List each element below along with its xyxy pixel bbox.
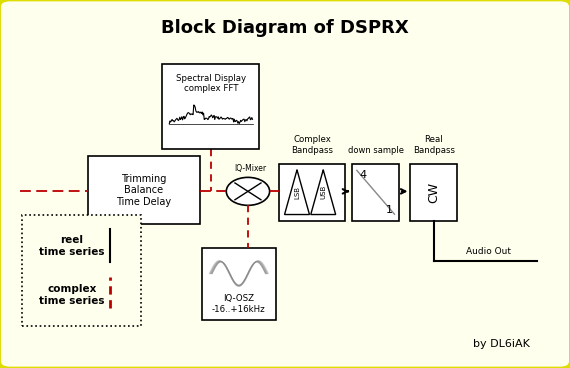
- Text: USB: USB: [320, 185, 326, 199]
- Text: 1: 1: [386, 205, 393, 215]
- Text: Spectral Display
complex FFT: Spectral Display complex FFT: [176, 74, 246, 93]
- Text: by DL6iAK: by DL6iAK: [473, 339, 530, 349]
- Text: LSB: LSB: [294, 186, 300, 199]
- FancyBboxPatch shape: [162, 64, 259, 149]
- FancyBboxPatch shape: [410, 164, 457, 221]
- Text: Audio Out: Audio Out: [466, 247, 511, 256]
- Text: down sample: down sample: [348, 146, 404, 155]
- Polygon shape: [311, 170, 336, 215]
- Text: Block Diagram of DSPRX: Block Diagram of DSPRX: [161, 19, 409, 36]
- Text: IQ-OSZ
-16..+16kHz: IQ-OSZ -16..+16kHz: [212, 294, 266, 314]
- Text: Real
Bandpass: Real Bandpass: [413, 135, 455, 155]
- FancyBboxPatch shape: [279, 164, 345, 221]
- FancyBboxPatch shape: [22, 215, 141, 326]
- FancyBboxPatch shape: [352, 164, 399, 221]
- Text: complex
time series: complex time series: [39, 284, 105, 305]
- Text: Complex
Bandpass: Complex Bandpass: [291, 135, 333, 155]
- Text: 4: 4: [360, 170, 367, 180]
- Circle shape: [226, 177, 270, 205]
- Polygon shape: [284, 170, 310, 215]
- FancyBboxPatch shape: [202, 248, 276, 320]
- Text: CW: CW: [428, 182, 440, 203]
- Text: reel
time series: reel time series: [39, 236, 105, 257]
- Text: IQ-Mixer: IQ-Mixer: [235, 164, 267, 173]
- FancyBboxPatch shape: [88, 156, 200, 224]
- Text: Trimming
Balance
Time Delay: Trimming Balance Time Delay: [116, 174, 172, 207]
